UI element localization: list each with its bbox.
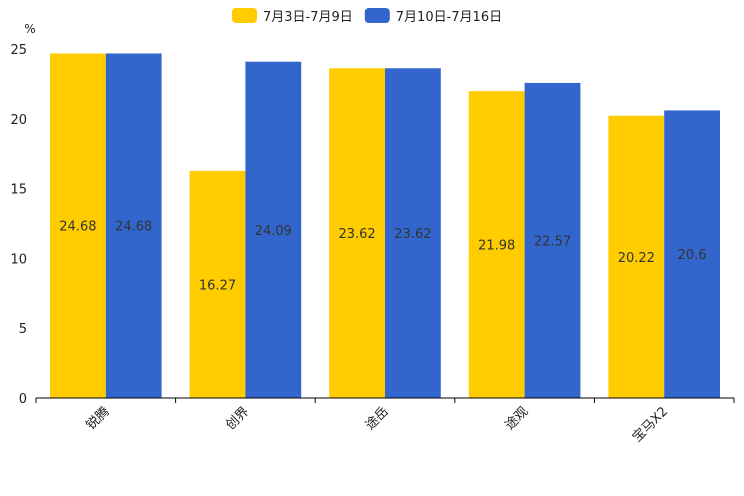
data-label: 23.62 bbox=[338, 227, 375, 242]
bar bbox=[105, 53, 162, 399]
x-tick-label: 创界 bbox=[223, 404, 252, 433]
y-axis-unit: % bbox=[24, 22, 35, 36]
bar bbox=[385, 68, 441, 398]
data-label: 20.22 bbox=[618, 251, 655, 266]
legend-label[interactable]: 7月3日-7月9日 bbox=[263, 10, 353, 25]
x-tick-label: 途岳 bbox=[362, 404, 392, 434]
legend-swatch[interactable] bbox=[232, 8, 257, 23]
data-label: 16.27 bbox=[199, 278, 236, 293]
y-tick-label: 25 bbox=[10, 43, 27, 58]
bar bbox=[245, 61, 302, 398]
bar bbox=[329, 68, 385, 398]
x-tick-label: 锐腾 bbox=[83, 404, 113, 434]
bar bbox=[468, 91, 525, 398]
x-tick-label: 途观 bbox=[502, 404, 532, 434]
data-label: 24.68 bbox=[59, 220, 96, 235]
legend-swatch[interactable] bbox=[364, 8, 390, 23]
y-tick-label: 10 bbox=[10, 252, 27, 267]
y-tick-label: 5 bbox=[19, 322, 27, 337]
data-label: 23.62 bbox=[394, 227, 431, 242]
data-label: 24.68 bbox=[115, 220, 152, 235]
data-label: 21.98 bbox=[478, 239, 515, 254]
bar bbox=[664, 110, 720, 398]
legend-label[interactable]: 7月10日-7月16日 bbox=[396, 10, 502, 25]
data-label: 20.6 bbox=[678, 248, 707, 263]
bar bbox=[50, 53, 106, 399]
data-label: 22.57 bbox=[534, 234, 571, 249]
y-tick-label: 0 bbox=[19, 392, 27, 407]
y-tick-label: 20 bbox=[10, 113, 27, 128]
bar bbox=[189, 170, 246, 398]
bar bbox=[524, 82, 581, 399]
x-tick-label: 宝马X2 bbox=[630, 404, 671, 445]
bar bbox=[608, 115, 665, 399]
data-label: 24.09 bbox=[255, 224, 292, 239]
y-tick-label: 15 bbox=[10, 183, 27, 198]
